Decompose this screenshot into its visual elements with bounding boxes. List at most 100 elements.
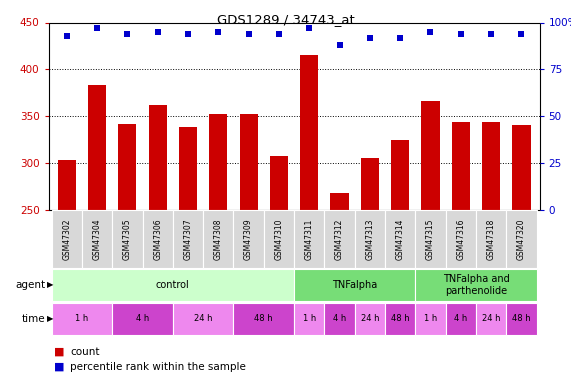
Point: [335, 42, 344, 48]
Bar: [391, 140, 409, 210]
Bar: [239, 114, 258, 210]
Point: [93, 25, 102, 31]
Bar: [209, 114, 227, 210]
Text: 1 h: 1 h: [303, 314, 316, 323]
Bar: [445, 303, 476, 335]
Bar: [234, 210, 264, 268]
Text: GSM47320: GSM47320: [517, 218, 526, 260]
Bar: [445, 210, 476, 268]
Text: GSM47306: GSM47306: [153, 218, 162, 260]
Bar: [294, 303, 324, 335]
Bar: [476, 303, 506, 335]
Bar: [112, 210, 143, 268]
Text: 48 h: 48 h: [391, 314, 409, 323]
Bar: [506, 210, 537, 268]
Text: 24 h: 24 h: [194, 314, 212, 323]
Text: GSM47302: GSM47302: [62, 218, 71, 260]
Text: 1 h: 1 h: [424, 314, 437, 323]
Text: GSM47318: GSM47318: [486, 218, 496, 260]
Text: ▶: ▶: [47, 280, 54, 290]
Bar: [415, 269, 537, 301]
Text: count: count: [70, 347, 100, 357]
Bar: [173, 303, 234, 335]
Text: ■: ■: [54, 347, 65, 357]
Text: agent: agent: [15, 280, 46, 290]
Bar: [118, 124, 136, 210]
Text: GSM47315: GSM47315: [426, 218, 435, 260]
Bar: [88, 86, 106, 210]
Bar: [148, 105, 167, 210]
Bar: [324, 210, 355, 268]
Bar: [300, 56, 318, 210]
Text: 24 h: 24 h: [482, 314, 500, 323]
Bar: [234, 303, 294, 335]
Text: control: control: [156, 280, 190, 290]
Bar: [49, 22, 540, 210]
Bar: [415, 210, 445, 268]
Text: percentile rank within the sample: percentile rank within the sample: [70, 362, 246, 372]
Text: 1 h: 1 h: [75, 314, 89, 323]
Point: [365, 34, 375, 40]
Point: [305, 25, 314, 31]
Text: 4 h: 4 h: [454, 314, 468, 323]
Bar: [82, 210, 112, 268]
Bar: [51, 303, 112, 335]
Bar: [476, 210, 506, 268]
Bar: [58, 160, 76, 210]
Bar: [270, 156, 288, 210]
Text: GSM47312: GSM47312: [335, 218, 344, 260]
Bar: [179, 127, 197, 210]
Bar: [355, 210, 385, 268]
Point: [123, 31, 132, 37]
Point: [153, 29, 162, 35]
Bar: [385, 210, 415, 268]
Text: 4 h: 4 h: [333, 314, 346, 323]
Text: 24 h: 24 h: [361, 314, 379, 323]
Text: ▶: ▶: [47, 314, 54, 323]
Bar: [361, 158, 379, 210]
Bar: [385, 303, 415, 335]
Point: [486, 31, 496, 37]
Point: [244, 31, 253, 37]
Text: GSM47309: GSM47309: [244, 218, 253, 260]
Bar: [112, 303, 173, 335]
Point: [214, 29, 223, 35]
Text: GSM47308: GSM47308: [214, 218, 223, 260]
Point: [456, 31, 465, 37]
Bar: [415, 303, 445, 335]
Bar: [294, 210, 324, 268]
Bar: [355, 303, 385, 335]
Text: GSM47316: GSM47316: [456, 218, 465, 260]
Text: 4 h: 4 h: [136, 314, 149, 323]
Bar: [421, 101, 440, 210]
Bar: [51, 269, 294, 301]
Bar: [331, 193, 349, 210]
Text: 48 h: 48 h: [512, 314, 530, 323]
Bar: [512, 124, 530, 210]
Text: GDS1289 / 34743_at: GDS1289 / 34743_at: [216, 13, 355, 26]
Bar: [264, 210, 294, 268]
Text: time: time: [22, 314, 46, 324]
Bar: [203, 210, 234, 268]
Bar: [452, 122, 470, 210]
Text: TNFalpha and
parthenolide: TNFalpha and parthenolide: [443, 274, 509, 296]
Text: GSM47305: GSM47305: [123, 218, 132, 260]
Point: [517, 31, 526, 37]
Bar: [294, 269, 415, 301]
Bar: [482, 122, 500, 210]
Bar: [143, 210, 173, 268]
Point: [183, 31, 192, 37]
Point: [396, 34, 405, 40]
Bar: [506, 303, 537, 335]
Text: GSM47304: GSM47304: [93, 218, 102, 260]
Text: GSM47311: GSM47311: [305, 218, 313, 260]
Text: GSM47310: GSM47310: [275, 218, 283, 260]
Text: GSM47313: GSM47313: [365, 218, 375, 260]
Text: 48 h: 48 h: [255, 314, 273, 323]
Point: [274, 31, 283, 37]
Point: [426, 29, 435, 35]
Text: GSM47307: GSM47307: [183, 218, 192, 260]
Text: ■: ■: [54, 362, 65, 372]
Bar: [51, 210, 82, 268]
Bar: [173, 210, 203, 268]
